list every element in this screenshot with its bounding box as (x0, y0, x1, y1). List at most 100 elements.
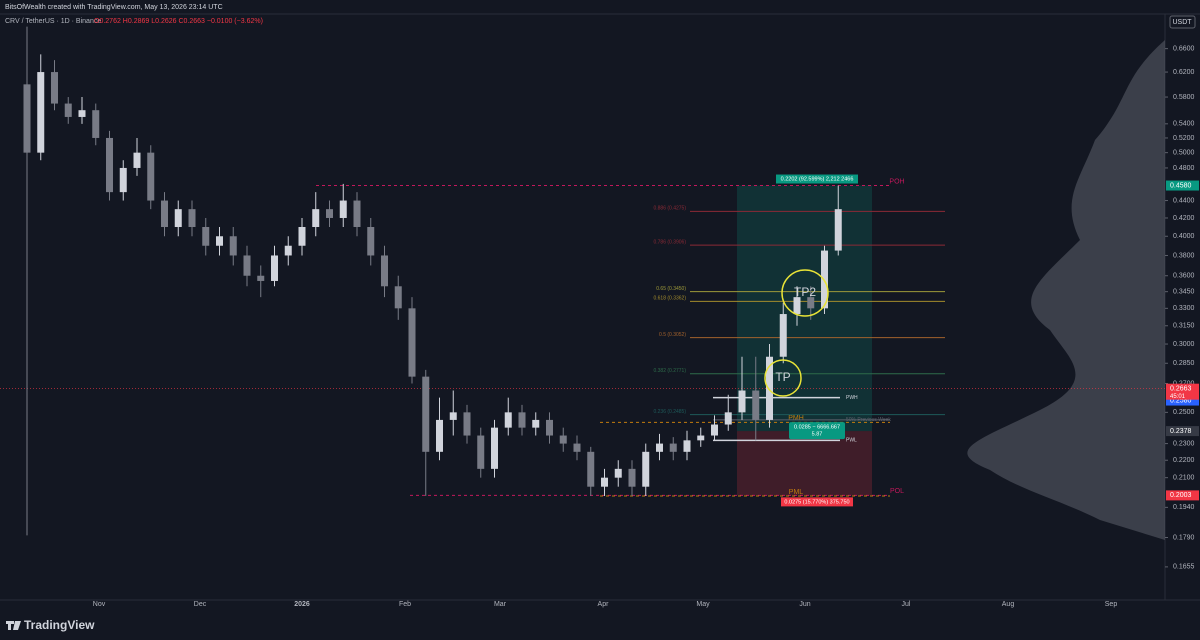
x-tick-label: May (696, 601, 710, 608)
price-tag (1166, 383, 1199, 394)
y-tick-label: 0.4000 (1173, 233, 1195, 240)
fib-label: 0.886 (0.4275) (653, 206, 686, 212)
y-tick-label: 0.4400 (1173, 197, 1195, 204)
fib-label: 0.382 (0.2771) (653, 368, 686, 374)
candle-body (628, 468, 636, 487)
volume-profile (967, 40, 1165, 540)
candle-body (807, 297, 815, 309)
level-label: PMH (788, 415, 804, 422)
x-tick-label: Sep (1105, 601, 1118, 608)
candle-body (669, 443, 677, 452)
x-tick-label: Apr (598, 601, 610, 608)
tp-circle (781, 269, 829, 317)
level-label: PWL (846, 438, 857, 444)
y-tick-label: 0.3800 (1173, 252, 1195, 259)
fib-label: 0.236 (0.2485) (653, 409, 686, 415)
candle-body (119, 167, 127, 193)
candle-body (766, 356, 773, 420)
fib-label: 0.65 (0.3450) (656, 286, 686, 292)
candle-body (601, 477, 608, 487)
price-tag-label: 0.2580 (1170, 397, 1192, 404)
fib-label: 0.5 (0.3052) (659, 332, 686, 338)
y-tick-label: 0.5200 (1173, 135, 1195, 142)
candle-body (546, 419, 553, 436)
candle-body (614, 468, 622, 478)
currency: USDT (1172, 19, 1192, 26)
candle-body (408, 308, 416, 377)
candle-body (216, 236, 223, 246)
y-tick-label: 0.2500 (1173, 409, 1195, 416)
price-tag-label: 0.2663 (1170, 386, 1192, 393)
candle-body (243, 255, 251, 276)
x-tick-label: Feb (399, 601, 411, 608)
tp-label: TP2 (794, 285, 816, 299)
candle-body (78, 110, 86, 117)
y-tick-label: 0.3000 (1173, 341, 1195, 348)
level-label: POL (890, 488, 904, 495)
target-label: 0.2202 (92.599%) 2,212 2466 (781, 176, 854, 182)
credit: BitsOfWealth created with TradingView.co… (5, 4, 223, 11)
candle-body (64, 103, 72, 117)
candle-body (711, 424, 718, 436)
target-zone (737, 185, 872, 432)
x-tick-label: Jun (799, 601, 810, 608)
entry-label: 0.0285 − 6666.667 (794, 425, 840, 431)
x-tick-label: 2026 (294, 601, 310, 608)
level-label: POH (889, 178, 904, 185)
candle-body (298, 227, 306, 246)
y-tick-label: 0.1790 (1173, 534, 1195, 541)
candle-body (779, 314, 787, 357)
countdown: 45:01 (1170, 394, 1186, 400)
price-tag-label: 0.2378 (1170, 428, 1192, 435)
candle-body (133, 152, 141, 168)
y-tick-label: 0.4800 (1173, 165, 1195, 172)
candle-body (353, 200, 361, 228)
y-tick-label: 0.2850 (1173, 360, 1195, 367)
candle-body (587, 451, 595, 487)
fib-label: 0.618 (0.3362) (653, 296, 686, 302)
label-bg (789, 422, 845, 440)
y-tick-label: 0.2100 (1173, 475, 1195, 482)
label-bg (781, 497, 853, 507)
label-bg (776, 174, 858, 184)
tp-label: TP (775, 370, 790, 384)
candle-body (312, 209, 320, 228)
candle-body (518, 412, 526, 428)
y-tick-label: 0.3600 (1173, 273, 1195, 280)
price-tag (1166, 426, 1199, 437)
candle-body (202, 227, 210, 246)
candle-body (491, 427, 498, 469)
candle-body (463, 412, 471, 436)
candle-body (106, 137, 113, 193)
stop-label: 0.0275 (15.770%) 375.750 (784, 499, 849, 505)
candle-body (229, 236, 237, 256)
x-tick-label: Aug (1002, 601, 1015, 608)
level-label: PWH (846, 395, 858, 401)
y-tick-label: 0.3450 (1173, 289, 1195, 296)
candle-body (92, 110, 100, 138)
y-tick-label: 0.2300 (1173, 440, 1195, 447)
candle-body (656, 443, 663, 452)
candle-body (834, 209, 842, 251)
candle-body (257, 275, 265, 281)
candle-body (738, 390, 746, 413)
candle-body (271, 255, 278, 281)
candle-body (23, 84, 31, 153)
price-tag (1166, 490, 1199, 501)
y-tick-label: 0.5800 (1173, 94, 1195, 101)
y-tick-label: 0.3300 (1173, 305, 1195, 312)
y-tick-label: 0.5000 (1173, 149, 1195, 156)
candle-body (752, 390, 760, 420)
candle-body (188, 209, 196, 228)
candle-body (422, 376, 430, 452)
ohlc: O0.2762 H0.2869 L0.2626 C0.2663 −0.0100 … (94, 18, 263, 25)
candle-body (642, 451, 650, 487)
candle-body (449, 412, 457, 420)
y-tick-label: 0.6200 (1173, 69, 1195, 76)
y-tick-label: 0.1940 (1173, 504, 1195, 511)
candle-body (683, 440, 691, 452)
candle-body (436, 419, 443, 452)
symbol: CRV / TetherUS · 1D · Binance (5, 18, 101, 25)
